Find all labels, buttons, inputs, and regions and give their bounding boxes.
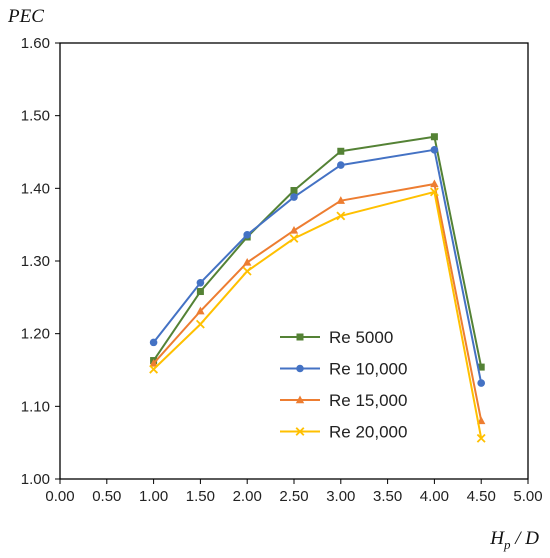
data-point <box>336 211 346 221</box>
data-point <box>290 187 298 195</box>
legend-entry: Re 5000 <box>280 328 393 347</box>
x-axis-title: Hp / D <box>489 528 539 552</box>
data-point <box>196 288 204 296</box>
series-layer <box>149 133 486 443</box>
y-tick-label: 1.10 <box>21 398 50 415</box>
x-tick-label: 5.00 <box>513 488 542 505</box>
series-3 <box>149 187 486 443</box>
series-line <box>152 190 483 439</box>
series-line <box>152 135 483 368</box>
y-tick-label: 1.20 <box>21 326 50 343</box>
x-tick-label: 4.50 <box>467 488 496 505</box>
legend-label: Re 20,000 <box>329 423 407 442</box>
y-axis-title: PEC <box>7 6 44 27</box>
legend-marker <box>296 364 304 373</box>
data-point <box>243 231 251 239</box>
plot-border <box>59 42 529 480</box>
data-point <box>243 257 252 266</box>
x-axis-ticks: 0.00 0.50 1.00 1.50 2.00 2.50 3.00 3.50 4.00 4.50… <box>45 479 543 505</box>
data-point <box>477 363 485 371</box>
x-tick-label: 1.00 <box>139 488 168 505</box>
data-point <box>430 133 438 141</box>
x-tick-label: 0.50 <box>92 488 121 505</box>
legend-marker <box>295 427 305 436</box>
legend-label: Re 10,000 <box>329 360 407 379</box>
data-point <box>149 338 158 347</box>
data-point <box>430 146 439 154</box>
plot-area <box>59 42 529 480</box>
legend-marker <box>296 333 304 341</box>
legend-entry: Re 15,000 <box>280 391 407 410</box>
legend-entry: Re 10,000 <box>280 360 407 379</box>
data-point <box>477 379 486 387</box>
data-point <box>337 161 345 169</box>
data-point <box>289 234 299 243</box>
legend-label: Re 15,000 <box>329 391 407 410</box>
legend-marker <box>295 395 305 404</box>
data-point <box>196 306 205 315</box>
data-point <box>149 358 158 367</box>
y-tick-label: 1.40 <box>21 180 50 197</box>
data-point <box>336 196 345 204</box>
series-line <box>152 182 483 422</box>
data-point <box>429 187 439 197</box>
data-point <box>196 279 205 287</box>
y-tick-label: 1.30 <box>21 253 50 270</box>
data-point <box>242 266 252 276</box>
y-tick-label: 1.00 <box>21 471 50 488</box>
y-axis-ticks: 1.00 1.10 1.20 1.30 1.40 1.50 1.60 <box>21 35 60 488</box>
x-tick-label: 3.50 <box>373 488 402 505</box>
data-point <box>290 193 298 201</box>
x-axis-title-tail: / D <box>511 528 540 549</box>
series-0 <box>150 133 485 371</box>
legend: Re 5000 Re 10,000 Re 15,000 Re 20,000 <box>280 328 407 442</box>
data-point <box>149 364 159 374</box>
x-tick-label: 2.00 <box>233 488 262 505</box>
y-tick-label: 1.60 <box>21 35 50 52</box>
data-point <box>195 319 205 329</box>
legend-entry: Re 20,000 <box>280 423 407 442</box>
data-point <box>430 179 439 188</box>
y-tick-label: 1.50 <box>21 108 50 125</box>
data-point <box>476 433 486 443</box>
x-tick-label: 4.00 <box>420 488 449 505</box>
x-axis-title-subscript: p <box>503 537 511 552</box>
x-tick-label: 0.00 <box>45 488 74 505</box>
data-point <box>289 225 299 234</box>
legend-label: Re 5000 <box>329 328 393 347</box>
x-axis-title-main: H <box>489 528 505 549</box>
data-point <box>337 147 345 155</box>
series-2 <box>149 179 486 425</box>
x-tick-label: 1.50 <box>186 488 215 505</box>
series-1 <box>149 146 486 387</box>
x-tick-label: 2.50 <box>279 488 308 505</box>
x-tick-label: 3.00 <box>326 488 355 505</box>
